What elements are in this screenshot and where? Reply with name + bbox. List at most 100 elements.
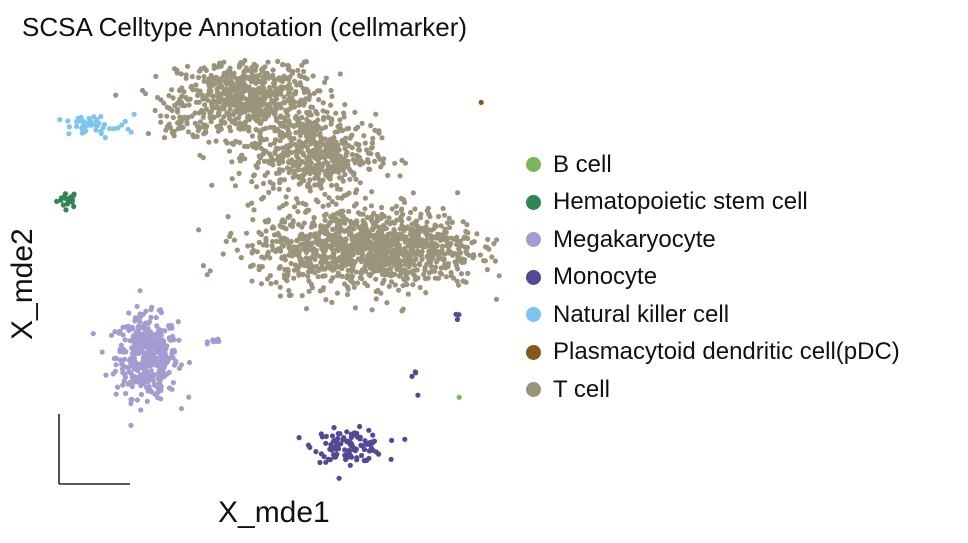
scatter-point xyxy=(484,267,490,273)
scatter-point xyxy=(285,62,291,68)
scatter-point xyxy=(287,135,293,141)
scatter-point xyxy=(303,131,309,137)
scatter-point xyxy=(346,447,352,453)
scatter-point xyxy=(222,91,228,97)
scatter-point xyxy=(132,338,138,344)
scatter-point xyxy=(415,392,421,398)
scatter-point xyxy=(309,240,316,246)
scatter-point xyxy=(396,242,402,248)
scatter-point xyxy=(157,348,163,354)
scatter-point xyxy=(231,237,237,243)
scatter-point xyxy=(345,267,351,273)
scatter-point xyxy=(129,384,135,390)
scatter-point xyxy=(283,109,290,115)
scatter-point xyxy=(325,166,331,172)
scatter-point xyxy=(353,269,359,275)
scatter-point xyxy=(327,219,333,226)
scatter-point xyxy=(126,310,132,316)
scatter-point xyxy=(318,134,324,140)
scatter-point xyxy=(439,250,445,256)
scatter-point xyxy=(262,79,268,85)
scatter-point xyxy=(485,236,491,243)
scatter-point xyxy=(252,88,258,94)
scatter-point xyxy=(394,263,400,269)
scatter-point xyxy=(366,166,372,172)
scatter-point xyxy=(293,196,300,202)
scatter-point xyxy=(293,89,299,95)
scatter-point xyxy=(296,235,303,241)
scatter-point xyxy=(137,311,143,317)
scatter-point xyxy=(175,109,181,115)
scatter-point xyxy=(304,86,310,92)
scatter-point xyxy=(237,120,243,126)
scatter-point xyxy=(373,248,379,254)
scatter-point xyxy=(253,80,259,86)
scatter-point xyxy=(314,111,320,117)
scatter-point xyxy=(270,239,276,245)
scatter-point xyxy=(249,141,255,147)
scatter-point xyxy=(329,118,335,124)
scatter-point xyxy=(261,74,267,81)
scatter-point xyxy=(312,182,318,188)
scatter-point xyxy=(403,261,409,267)
scatter-point xyxy=(243,101,249,107)
y-axis-label: X_mde2 xyxy=(6,228,39,340)
scatter-point xyxy=(178,119,184,125)
scatter-point xyxy=(366,251,372,257)
scatter-point xyxy=(259,67,265,73)
scatter-point xyxy=(389,206,395,212)
scatter-point xyxy=(399,308,405,314)
scatter-point xyxy=(417,284,423,291)
scatter-point xyxy=(319,265,326,271)
scatter-point xyxy=(298,174,304,180)
scatter-point xyxy=(315,88,321,94)
scatter-point xyxy=(496,273,502,279)
scatter-point xyxy=(361,457,367,464)
scatter-point xyxy=(242,57,248,64)
scatter-point xyxy=(63,207,69,213)
scatter-point xyxy=(277,75,283,81)
scatter-point xyxy=(280,145,286,151)
scatter-point xyxy=(263,125,269,131)
scatter-point xyxy=(376,451,382,457)
scatter-point xyxy=(334,264,340,270)
scatter-point xyxy=(137,377,143,383)
scatter-point xyxy=(319,126,325,132)
scatter-point xyxy=(381,222,387,228)
scatter-point xyxy=(410,247,416,253)
scatter-point xyxy=(389,271,395,277)
scatter-point xyxy=(171,349,178,355)
scatter-point xyxy=(263,228,269,234)
scatter-point xyxy=(256,85,262,91)
scatter-point xyxy=(347,176,353,182)
scatter-point xyxy=(123,390,129,397)
scatter-point xyxy=(463,228,469,234)
scatter-point xyxy=(385,239,391,246)
scatter-point xyxy=(204,123,210,129)
scatter-point xyxy=(452,236,458,243)
scatter-point xyxy=(241,70,247,76)
scatter-point xyxy=(179,85,185,91)
scatter-point xyxy=(175,126,181,132)
scatter-point xyxy=(368,247,375,253)
scatter-point xyxy=(375,287,381,293)
scatter-point xyxy=(324,223,330,229)
scatter-point xyxy=(321,251,327,257)
scatter-point xyxy=(482,258,488,264)
scatter-point xyxy=(278,114,284,120)
scatter-point xyxy=(341,114,347,120)
scatter-point xyxy=(141,361,147,367)
scatter-point xyxy=(288,260,294,267)
scatter-point xyxy=(329,93,335,99)
scatter-point xyxy=(232,109,238,115)
scatter-point xyxy=(419,237,425,243)
scatter-point xyxy=(340,250,346,256)
scatter-point xyxy=(275,58,281,64)
scatter-point xyxy=(370,135,376,141)
scatter-point xyxy=(260,137,267,143)
scatter-point xyxy=(169,87,175,93)
scatter-point xyxy=(325,202,332,208)
scatter-point xyxy=(113,362,119,368)
scatter-point xyxy=(171,66,178,72)
scatter-point xyxy=(320,285,327,291)
